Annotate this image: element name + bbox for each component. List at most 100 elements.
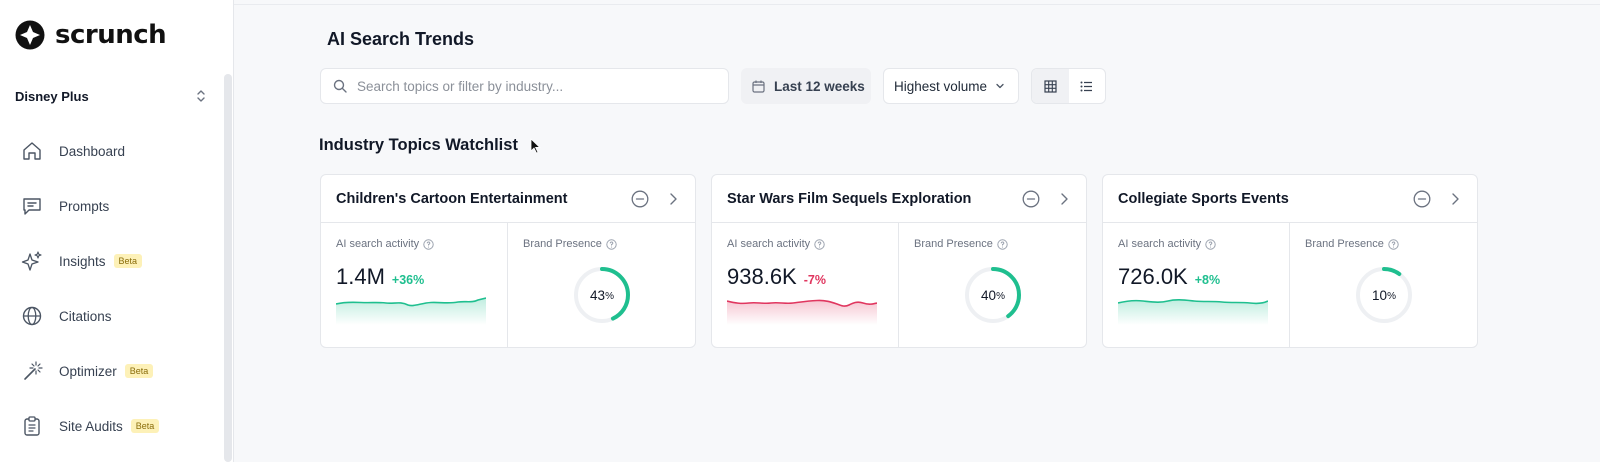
presence-unit: % bbox=[605, 291, 614, 302]
card-title: Children's Cartoon Entertainment bbox=[336, 190, 568, 207]
activity-label: AI search activity bbox=[727, 238, 811, 250]
message-icon bbox=[20, 194, 44, 218]
activity-value: 1.4M bbox=[336, 264, 385, 289]
scrunch-logo-icon bbox=[15, 20, 45, 50]
chevron-right-icon[interactable] bbox=[668, 192, 678, 206]
sparkles-icon bbox=[20, 249, 44, 273]
activity-value: 726.0K bbox=[1118, 264, 1188, 289]
activity-label-row: AI search activity bbox=[1118, 238, 1289, 250]
info-icon[interactable] bbox=[1205, 238, 1216, 250]
section-title: Industry Topics Watchlist bbox=[319, 136, 518, 154]
activity-label-row: AI search activity bbox=[727, 238, 898, 250]
sidebar-item-label: Site Audits bbox=[59, 418, 123, 434]
sidebar-item-label: Dashboard bbox=[59, 143, 126, 159]
sidebar-item-label: Citations bbox=[59, 308, 112, 324]
sidebar-item-optimizer[interactable]: Optimizer Beta bbox=[20, 348, 159, 394]
sidebar-item-prompts[interactable]: Prompts bbox=[20, 183, 159, 229]
page-title: AI Search Trends bbox=[327, 29, 475, 49]
date-range-label: Last 12 weeks bbox=[774, 78, 865, 94]
presence-value-wrap: 43% bbox=[572, 265, 632, 325]
card-title: Collegiate Sports Events bbox=[1118, 190, 1289, 207]
sidebar-item-label: Insights bbox=[59, 253, 106, 269]
presence-value-wrap: 40% bbox=[963, 265, 1023, 325]
chevron-up-down-icon bbox=[197, 90, 205, 102]
info-icon[interactable] bbox=[606, 238, 617, 250]
sidebar-nav: Dashboard Prompts Insights Beta Citation… bbox=[20, 128, 160, 458]
info-icon[interactable] bbox=[1388, 238, 1399, 250]
sort-label: Highest volume bbox=[894, 78, 988, 94]
sidebar-item-label: Prompts bbox=[59, 198, 110, 214]
brand-presence-gauge bbox=[574, 267, 630, 323]
presence-value: 40 bbox=[981, 287, 997, 303]
info-icon[interactable] bbox=[997, 238, 1008, 250]
activity-change: +36% bbox=[391, 273, 425, 287]
app-name: scrunch bbox=[55, 20, 167, 50]
presence-label: Brand Presence bbox=[914, 238, 993, 250]
brand-presence-gauge bbox=[965, 267, 1021, 323]
presence-unit: % bbox=[1387, 291, 1396, 302]
list-icon bbox=[1080, 81, 1093, 91]
beta-badge: Beta bbox=[130, 419, 160, 433]
activity-label-row: AI search activity bbox=[336, 238, 507, 250]
search-icon bbox=[333, 79, 347, 93]
view-toggle bbox=[1031, 68, 1106, 104]
chevron-right-icon[interactable] bbox=[1450, 192, 1460, 206]
remove-circle-icon[interactable] bbox=[1413, 190, 1431, 208]
grid-view-button[interactable] bbox=[1032, 69, 1069, 103]
sidebar-item-insights[interactable]: Insights Beta bbox=[20, 238, 159, 284]
activity-value: 938.6K bbox=[727, 264, 797, 289]
logo[interactable]: scrunch bbox=[15, 20, 167, 50]
info-icon[interactable] bbox=[814, 238, 825, 250]
info-icon[interactable] bbox=[423, 238, 434, 250]
list-view-button[interactable] bbox=[1069, 69, 1106, 103]
sidebar: scrunch Disney Plus Dashboard Prompts In… bbox=[0, 0, 234, 462]
topic-card[interactable]: Collegiate Sports Events AI search activ… bbox=[1102, 174, 1478, 348]
search-box[interactable] bbox=[320, 68, 729, 104]
sidebar-item-citations[interactable]: Citations bbox=[20, 293, 159, 339]
presence-column: Brand Presence 40% bbox=[899, 223, 1086, 348]
topic-card[interactable]: Children's Cartoon Entertainment AI sear… bbox=[320, 174, 696, 348]
sidebar-item-dashboard[interactable]: Dashboard bbox=[20, 128, 159, 174]
chevron-right-icon[interactable] bbox=[1059, 192, 1069, 206]
remove-circle-icon[interactable] bbox=[631, 190, 649, 208]
activity-column: AI search activity 726.0K +8% bbox=[1103, 223, 1290, 348]
sidebar-item-site-audits[interactable]: Site Audits Beta bbox=[20, 403, 160, 449]
card-header: Children's Cartoon Entertainment bbox=[321, 175, 695, 223]
sidebar-item-label: Optimizer bbox=[59, 363, 117, 379]
activity-change: -7% bbox=[803, 273, 826, 287]
activity-column: AI search activity 1.4M +36% bbox=[321, 223, 508, 348]
magic-wand-icon bbox=[20, 359, 44, 383]
presence-unit: % bbox=[996, 291, 1005, 302]
presence-label: Brand Presence bbox=[1305, 238, 1384, 250]
presence-label-row: Brand Presence bbox=[1305, 238, 1477, 250]
remove-circle-icon[interactable] bbox=[1022, 190, 1040, 208]
globe-icon bbox=[20, 304, 44, 328]
brand-presence-gauge bbox=[1356, 267, 1412, 323]
clipboard-icon bbox=[20, 414, 44, 438]
presence-value-wrap: 10% bbox=[1354, 265, 1414, 325]
mouse-cursor-icon bbox=[530, 138, 541, 154]
home-icon bbox=[20, 139, 44, 163]
sort-dropdown[interactable]: Highest volume bbox=[883, 68, 1019, 104]
presence-value: 10 bbox=[1372, 287, 1388, 303]
chevron-down-icon bbox=[996, 83, 1004, 89]
card-header: Collegiate Sports Events bbox=[1103, 175, 1477, 223]
activity-label: AI search activity bbox=[336, 238, 420, 250]
card-title: Star Wars Film Sequels Exploration bbox=[727, 190, 972, 207]
activity-label: AI search activity bbox=[1118, 238, 1202, 250]
workspace-switcher[interactable]: Disney Plus bbox=[15, 86, 207, 106]
presence-label-row: Brand Presence bbox=[914, 238, 1086, 250]
presence-column: Brand Presence 10% bbox=[1290, 223, 1477, 348]
topic-card[interactable]: Star Wars Film Sequels Exploration AI se… bbox=[711, 174, 1087, 348]
activity-sparkline bbox=[1118, 299, 1268, 325]
top-divider bbox=[234, 4, 1600, 5]
search-input[interactable] bbox=[357, 78, 697, 94]
calendar-icon bbox=[752, 80, 765, 93]
beta-badge: Beta bbox=[113, 254, 143, 268]
activity-change: +8% bbox=[1194, 273, 1221, 287]
presence-label: Brand Presence bbox=[523, 238, 602, 250]
grid-icon bbox=[1044, 79, 1057, 93]
date-range-button[interactable]: Last 12 weeks bbox=[741, 68, 871, 104]
presence-column: Brand Presence 43% bbox=[508, 223, 695, 348]
sidebar-scrollbar[interactable] bbox=[224, 74, 232, 462]
